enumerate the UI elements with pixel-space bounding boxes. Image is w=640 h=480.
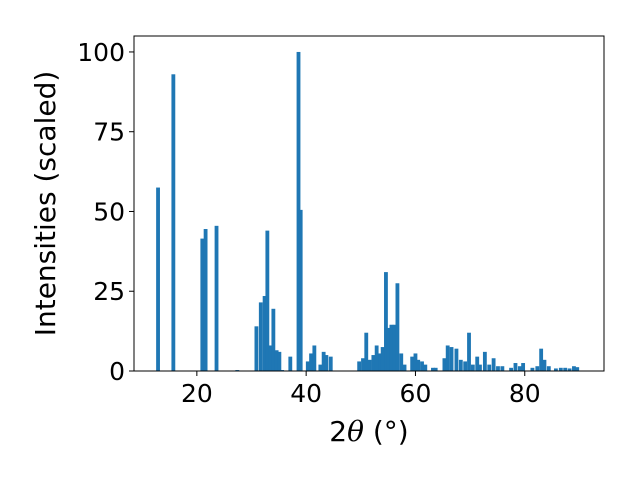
bar	[467, 332, 471, 371]
bar	[558, 367, 563, 371]
bar	[563, 367, 568, 371]
bars-group	[156, 51, 580, 371]
bar	[535, 366, 540, 371]
bar	[309, 353, 313, 371]
bar	[378, 353, 382, 371]
bar	[413, 353, 418, 371]
bar	[458, 359, 463, 371]
bar	[296, 51, 301, 371]
bar	[478, 364, 482, 371]
bar	[361, 358, 365, 371]
bar	[431, 367, 435, 371]
x-axis-label-prefix: 2	[329, 415, 347, 448]
bar	[305, 361, 310, 371]
x-axis-label-symbol: θ	[347, 415, 364, 448]
bar	[433, 367, 438, 371]
bar	[200, 238, 205, 371]
bar	[530, 367, 535, 371]
bar	[156, 187, 160, 371]
x-tick-label: 80	[509, 379, 541, 408]
bar	[487, 364, 492, 371]
bar	[449, 347, 454, 371]
bar	[262, 296, 267, 371]
bar	[367, 359, 372, 371]
y-tick-label: 100	[77, 38, 125, 67]
bar	[277, 351, 282, 371]
bar	[324, 355, 329, 371]
bar	[298, 209, 303, 371]
bar	[491, 358, 496, 371]
bar	[318, 364, 323, 371]
x-axis-ticks: 20 40 60 80	[181, 371, 541, 408]
bar	[463, 361, 468, 371]
bar	[364, 332, 369, 371]
bar	[521, 363, 526, 371]
bar	[420, 361, 424, 371]
bar	[384, 272, 388, 371]
bar	[274, 350, 279, 371]
x-axis-label-suffix: (°)	[364, 415, 409, 448]
bar	[328, 356, 333, 371]
bar	[271, 308, 276, 371]
bar	[470, 364, 475, 371]
bar	[567, 368, 572, 371]
bar	[395, 283, 400, 371]
bar	[445, 345, 450, 371]
y-tick-label: 50	[93, 197, 125, 226]
x-tick-label: 60	[400, 379, 432, 408]
bar	[357, 361, 362, 371]
bar	[371, 355, 376, 371]
bar	[500, 366, 505, 371]
x-axis-label: 2θ (°)	[329, 415, 408, 448]
bar	[513, 363, 518, 371]
plot-frame	[133, 35, 605, 372]
y-axis-label: Intensities (scaled)	[29, 71, 62, 337]
bar	[399, 353, 404, 371]
bar	[386, 327, 391, 371]
bar	[475, 356, 480, 371]
bar	[389, 324, 394, 371]
y-tick-label: 75	[93, 118, 125, 147]
bar	[517, 366, 522, 371]
bar	[254, 326, 259, 371]
bar	[509, 367, 514, 371]
bar	[546, 366, 551, 371]
bar	[268, 345, 272, 371]
bar	[482, 351, 487, 371]
bar	[321, 351, 326, 371]
x-tick-label: 40	[290, 379, 322, 408]
bar	[265, 230, 270, 371]
y-tick-label: 25	[93, 277, 125, 306]
bar	[496, 366, 500, 371]
bar	[288, 356, 293, 371]
bar	[392, 324, 397, 371]
bar	[539, 348, 544, 371]
bar	[423, 364, 428, 371]
bar	[442, 358, 447, 371]
bar	[575, 367, 580, 371]
bar	[203, 229, 208, 371]
bar	[402, 364, 407, 371]
bar	[416, 359, 421, 371]
bar	[312, 345, 317, 371]
bar	[542, 359, 547, 371]
x-tick-label: 20	[181, 379, 213, 408]
bar	[258, 302, 263, 371]
y-axis-ticks: 0 25 50 75 100	[77, 38, 134, 386]
bar	[572, 366, 576, 371]
bar	[454, 348, 459, 371]
bar	[380, 347, 385, 371]
bar	[410, 356, 415, 371]
bar	[374, 345, 379, 371]
bar	[214, 225, 219, 371]
bar	[171, 74, 176, 371]
bar	[553, 368, 558, 371]
y-tick-label: 0	[109, 357, 125, 386]
